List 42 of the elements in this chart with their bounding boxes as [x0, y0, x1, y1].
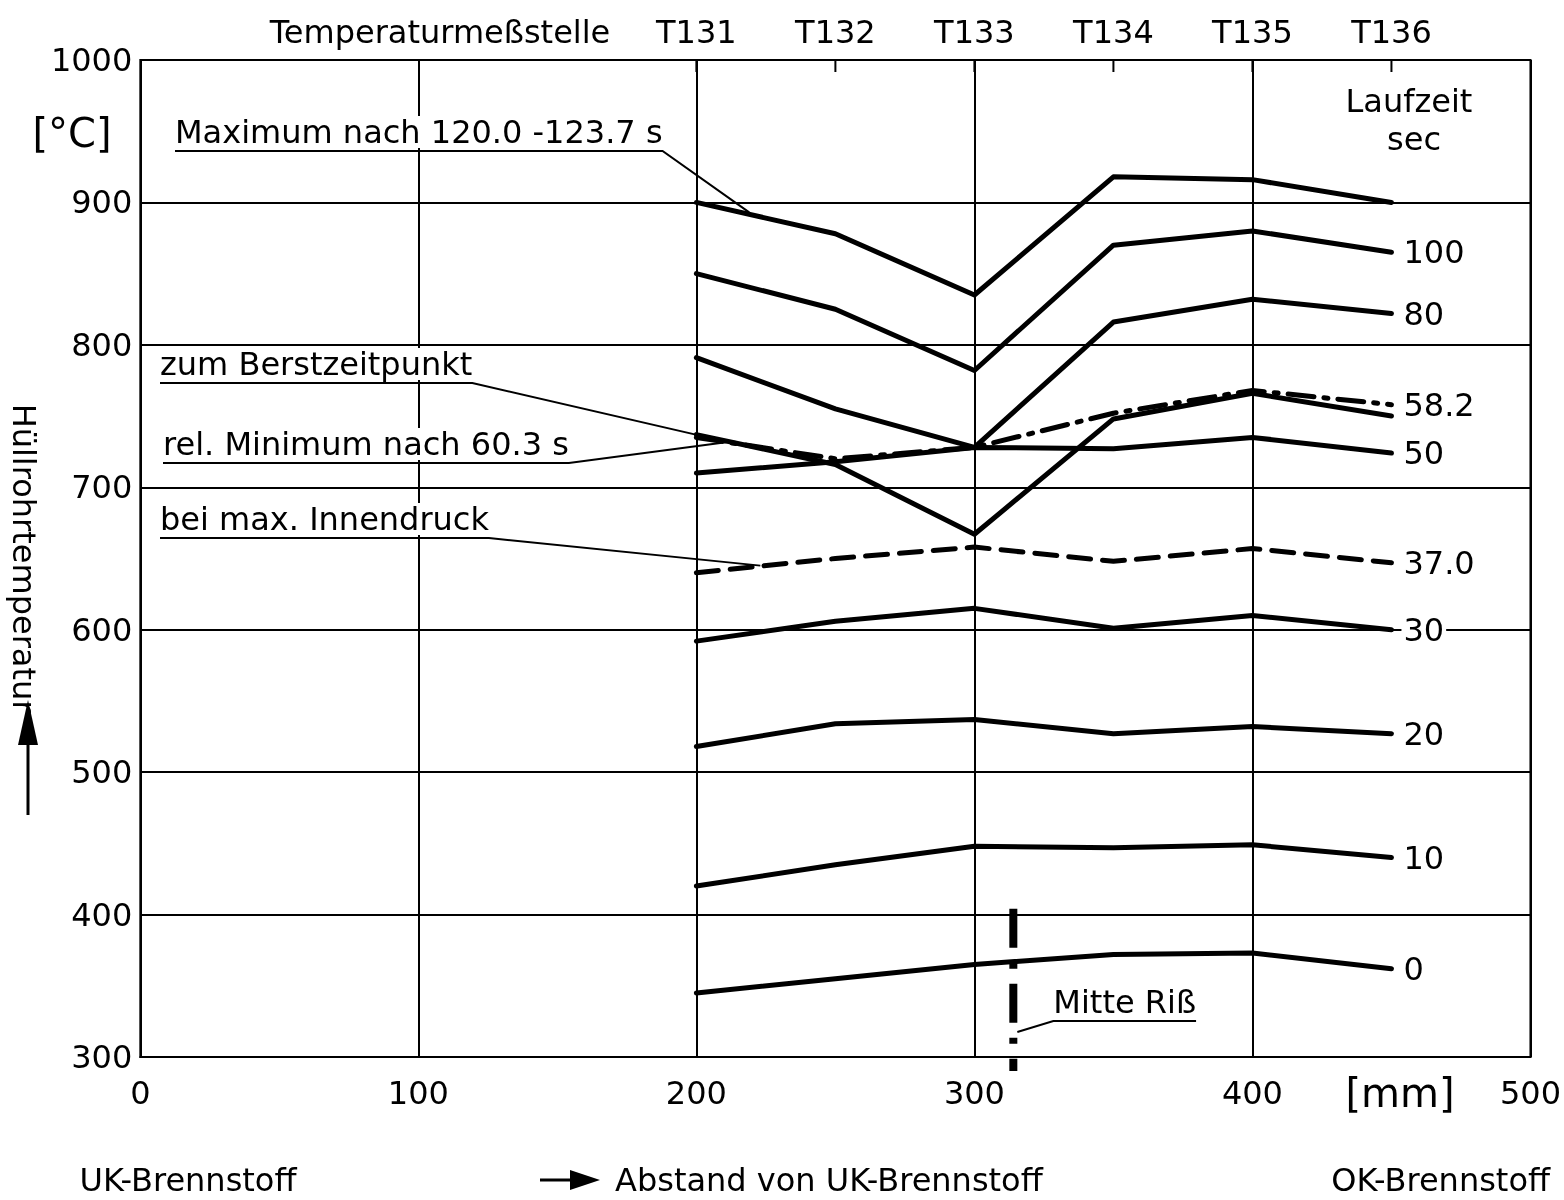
text: [°C]: [32, 110, 112, 156]
series-label: 100: [1403, 233, 1465, 272]
text: OK-Brennstoff: [1331, 1161, 1551, 1199]
annotation: rel. Minimum nach 60.3 s: [163, 425, 569, 463]
series-label: 20: [1403, 714, 1445, 753]
y-tick-label: 400: [71, 895, 133, 934]
annotation: Laufzeit sec: [1345, 82, 1483, 158]
text: Temperaturmeßstelle: [268, 13, 611, 51]
y-tick-label: 300: [71, 1038, 133, 1076]
series-label: 50: [1403, 434, 1445, 473]
text: T134: [1072, 13, 1154, 51]
x-tick-label: 300: [943, 1074, 1005, 1112]
y-tick-label: 800: [71, 325, 133, 364]
y-tick-label: 900: [71, 183, 133, 222]
series-label: 30: [1403, 610, 1445, 649]
text: T136: [1350, 13, 1432, 51]
text: UK-Brennstoff: [79, 1161, 298, 1199]
x-tick-label: 500: [1499, 1074, 1561, 1112]
y-axis-title: Hüllrohrtemperatur: [5, 403, 43, 715]
ref-line-label: Mitte Riß: [1053, 983, 1197, 1021]
series-label: 58.2: [1403, 385, 1475, 424]
y-tick-label: 700: [71, 468, 133, 507]
x-tick-label: 400: [1221, 1074, 1283, 1112]
series-label: 37.0: [1403, 543, 1475, 582]
x-tick-label: 100: [387, 1074, 449, 1112]
series-label: 0: [1403, 949, 1424, 988]
y-tick-label: 600: [71, 610, 133, 649]
annotation: bei max. Innendruck: [160, 500, 490, 538]
x-tick-label: 0: [130, 1074, 151, 1112]
text: T131: [655, 13, 737, 51]
series-label: 10: [1403, 838, 1445, 877]
text: T135: [1211, 13, 1293, 51]
annotation: Maximum nach 120.0 -123.7 s: [175, 113, 663, 151]
text: T132: [794, 13, 876, 51]
x-axis-title: Abstand von UK-Brennstoff: [615, 1161, 1044, 1199]
series-label: 80: [1403, 294, 1445, 333]
y-tick-label: 1000: [50, 41, 133, 79]
annotation: zum Berstzeitpunkt: [160, 345, 473, 383]
text: T133: [933, 13, 1015, 51]
text: [mm]: [1345, 1070, 1455, 1116]
x-tick-label: 200: [665, 1074, 727, 1112]
y-tick-label: 500: [71, 753, 133, 792]
